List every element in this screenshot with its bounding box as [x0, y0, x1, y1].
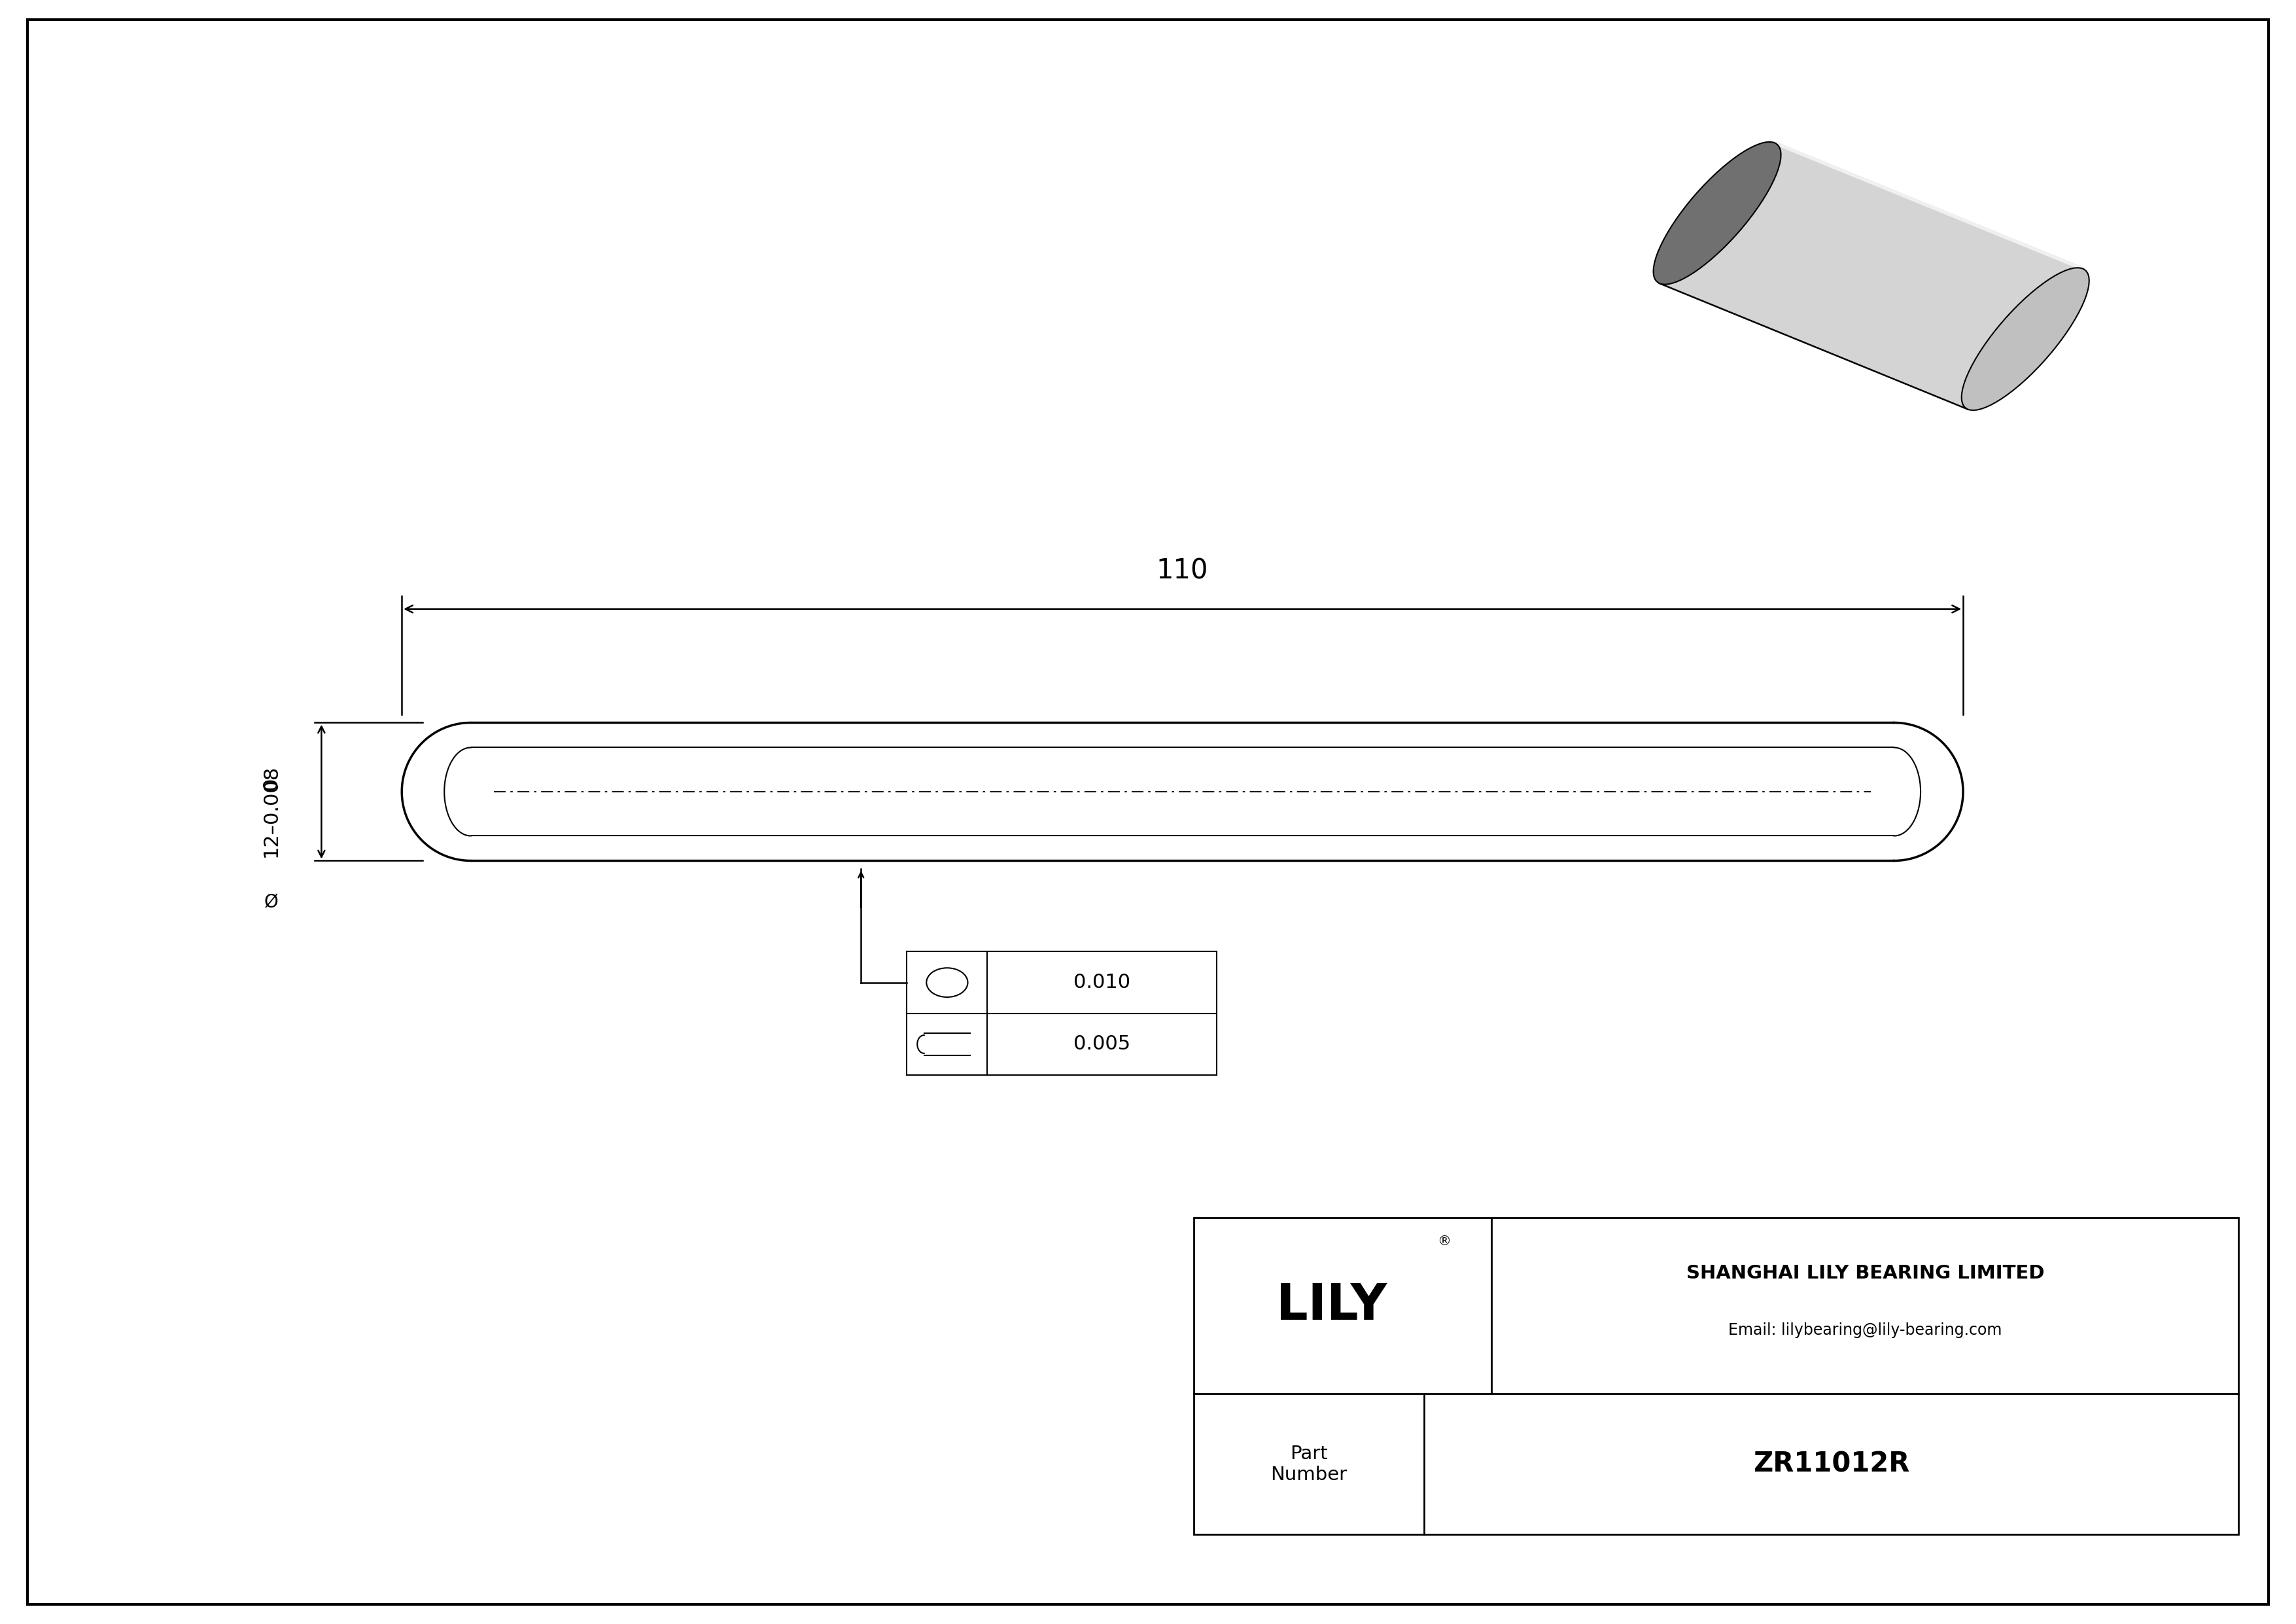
Bar — [1194, 1218, 2239, 1535]
Text: 0.010: 0.010 — [1075, 973, 1130, 992]
Text: ZR11012R: ZR11012R — [1752, 1450, 1910, 1478]
Ellipse shape — [1961, 268, 2089, 411]
Text: 12–0.008: 12–0.008 — [262, 765, 280, 857]
Text: Ø: Ø — [264, 893, 278, 911]
Text: 110: 110 — [1157, 557, 1208, 585]
Text: 0.005: 0.005 — [1075, 1034, 1130, 1054]
Text: Email: lilybearing@lily-bearing.com: Email: lilybearing@lily-bearing.com — [1729, 1322, 2002, 1338]
Text: 0: 0 — [262, 778, 280, 789]
Text: LILY: LILY — [1277, 1281, 1387, 1330]
Polygon shape — [1660, 143, 2082, 409]
Text: ®: ® — [1437, 1234, 1451, 1247]
Text: SHANGHAI LILY BEARING LIMITED: SHANGHAI LILY BEARING LIMITED — [1685, 1263, 2043, 1283]
Ellipse shape — [1653, 141, 1782, 284]
Text: Part
Number: Part Number — [1270, 1444, 1348, 1484]
